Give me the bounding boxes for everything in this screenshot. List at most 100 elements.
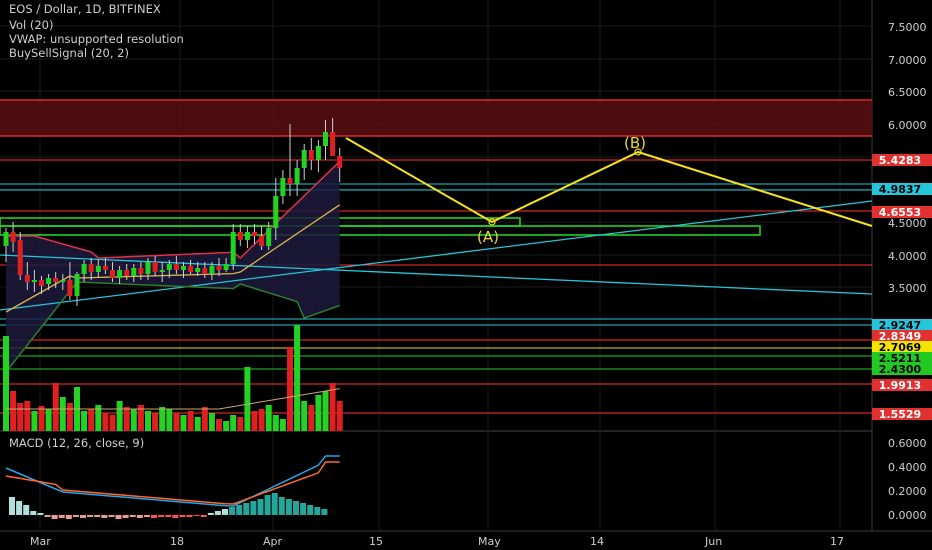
macd-bar	[271, 493, 278, 515]
macd-bar	[222, 509, 228, 515]
time-tick: 18	[170, 535, 184, 548]
macd-bar	[37, 513, 44, 515]
candle-body	[244, 232, 250, 240]
volume-bar	[265, 405, 272, 431]
candle-body	[252, 232, 257, 236]
price-tags: 5.4283 4.9837 4.6553 2.92472.83492.70692.52…	[872, 154, 932, 421]
candle-body	[24, 275, 30, 282]
price-tag	[872, 363, 932, 375]
price-axis-panel[interactable]	[872, 0, 932, 550]
candle-body	[259, 236, 265, 246]
candle-body	[110, 270, 115, 278]
candle-body	[39, 280, 44, 286]
macd-bar	[143, 515, 150, 517]
indicator-vwap[interactable]: VWAP: unsupported resolution	[9, 32, 184, 46]
candle-body	[280, 178, 286, 196]
volume-bar	[130, 409, 137, 431]
candle-body	[88, 264, 94, 272]
candle-body	[60, 280, 66, 282]
volume-bar	[38, 406, 45, 431]
volume-bar	[145, 411, 151, 431]
volume-bar	[272, 415, 279, 431]
volume-bar	[237, 417, 244, 431]
volume-bar	[187, 411, 194, 431]
volume-bar	[81, 411, 88, 431]
candle-body	[273, 196, 279, 228]
candle-body	[230, 232, 236, 264]
macd-bar	[122, 515, 129, 518]
price-tag	[872, 319, 932, 331]
macd-bar	[16, 501, 23, 515]
volume-bar	[24, 401, 31, 431]
descending-trendline	[0, 254, 873, 295]
price-tick: 4.5000	[888, 217, 927, 230]
macd-bar	[72, 515, 79, 517]
macd-bar	[314, 507, 321, 515]
price-axis-ticks: 7.5000 7.0000 6.5000 6.0000 4.5000 4.000…	[888, 21, 927, 295]
macd-line	[5, 455, 340, 507]
price-tag-value: 4.9837	[879, 183, 921, 196]
candle-body	[308, 150, 314, 160]
price-tick: 6.5000	[888, 86, 927, 99]
candle-body	[202, 268, 208, 274]
volume-bar	[3, 336, 9, 431]
macd-bar	[30, 511, 37, 515]
price-tag-value: 5.4283	[879, 154, 921, 167]
abc-projection-line	[345, 137, 873, 227]
candle-body	[53, 278, 59, 282]
price-tick: 7.5000	[888, 21, 927, 34]
candle-body	[102, 266, 108, 270]
macd-bar	[307, 505, 314, 515]
candle-body	[159, 270, 165, 272]
macd-bar	[278, 497, 285, 515]
candle-body	[67, 280, 73, 296]
volume-bar	[223, 421, 230, 431]
volume-bar	[315, 395, 322, 431]
volume-ma	[6, 388, 340, 410]
price-tick: 6.0000	[888, 119, 927, 132]
candle-body	[173, 264, 179, 270]
volume-bar	[308, 405, 315, 431]
candle-body	[294, 168, 300, 184]
indicator-buysellsignal[interactable]: BuySellSignal (20, 2)	[9, 46, 129, 60]
macd-bar	[229, 507, 236, 515]
macd-bar	[151, 515, 157, 518]
candle-body	[181, 266, 186, 270]
macd-bar	[300, 503, 307, 515]
wave-b-label: (B)	[624, 134, 646, 152]
indicator-macd[interactable]: MACD (12, 26, close, 9)	[9, 436, 145, 450]
macd-bar	[80, 515, 86, 518]
volume-bar	[66, 403, 73, 431]
volume-bar	[230, 415, 237, 431]
macd-bar	[23, 505, 30, 515]
candle-body	[337, 156, 343, 168]
candle-body	[266, 228, 272, 246]
price-tag-value: 2.4300	[879, 363, 922, 376]
time-tick: Mar	[30, 535, 51, 548]
volume-bar	[216, 419, 222, 431]
volume-bar	[294, 325, 301, 431]
candle-body	[223, 264, 229, 270]
candle-body	[301, 150, 307, 168]
candle-body	[166, 264, 172, 270]
macd-bar	[285, 499, 292, 515]
symbol-title[interactable]: EOS / Dollar, 1D, BITFINEX	[9, 2, 161, 16]
candle-body	[195, 268, 201, 272]
price-tag	[872, 341, 932, 353]
indicator-vol[interactable]: Vol (20)	[9, 18, 54, 32]
candle-body	[152, 262, 158, 272]
candle-body	[131, 268, 137, 276]
candle-body	[237, 232, 243, 240]
candle-body	[188, 266, 194, 272]
macd-bar	[158, 515, 165, 517]
volume-bar	[194, 417, 201, 431]
macd-tick: 0.6000	[888, 437, 927, 450]
macd-histogram	[9, 493, 328, 519]
volume-bar	[180, 415, 187, 431]
resistance-zone	[0, 100, 872, 136]
ascending-trendline	[0, 200, 873, 311]
price-tag	[872, 206, 932, 218]
candle-body	[31, 280, 37, 282]
